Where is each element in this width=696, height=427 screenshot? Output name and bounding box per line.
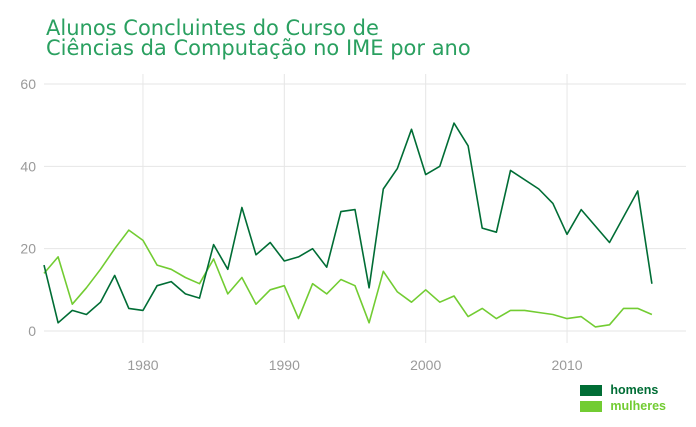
chart-title-line-2: Ciências da Computação no IME por ano [46, 36, 471, 60]
chart-title-line-1: Alunos Concluintes do Curso de [46, 16, 379, 40]
legend: homens mulheres [580, 382, 666, 414]
x-tick-label-2010: 2010 [551, 357, 582, 373]
y-tick-label-60: 60 [20, 76, 36, 92]
series-line-mulheres [43, 229, 653, 328]
y-tick-label-0: 0 [28, 323, 36, 339]
legend-swatch-homens [580, 384, 603, 396]
x-tick-label-1980: 1980 [127, 357, 158, 373]
x-tick-label-1990: 1990 [269, 357, 300, 373]
legend-label-mulheres: mulheres [610, 399, 666, 413]
x-tick-label-2000: 2000 [410, 357, 441, 373]
y-tick-label-40: 40 [20, 158, 36, 174]
legend-swatch-mulheres [580, 400, 603, 412]
legend-item-mulheres: mulheres [580, 398, 666, 414]
legend-label-homens: homens [610, 383, 659, 397]
series-line-homens [43, 122, 653, 324]
chart-title: Alunos Concluintes do Curso de Ciências … [46, 16, 471, 60]
y-tick-label-20: 20 [20, 241, 36, 257]
legend-item-homens: homens [580, 382, 666, 398]
